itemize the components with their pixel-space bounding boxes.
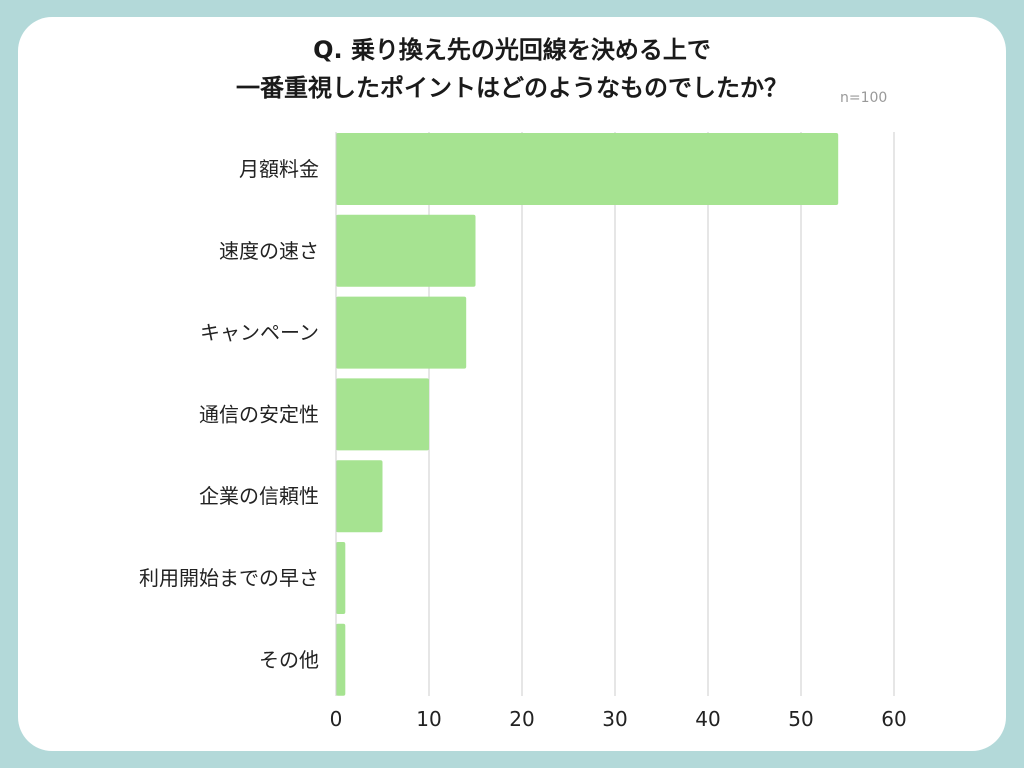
bar-1	[336, 133, 839, 205]
bar-6	[336, 542, 346, 614]
category-label-2: 速度の速さ	[219, 239, 319, 263]
bar-5	[336, 460, 383, 533]
x-tick-label-30: 30	[602, 707, 627, 731]
x-tick-label-40: 40	[695, 707, 720, 731]
x-tick-label-50: 50	[788, 707, 813, 731]
x-tick-label-60: 60	[881, 707, 906, 731]
category-label-5: 企業の信頼性	[199, 484, 319, 508]
category-label-6: 利用開始までの早さ	[139, 566, 319, 590]
x-tick-label-0: 0	[330, 707, 343, 731]
chart-title: Q. 乗り換え先の光回線を決める上で 一番重視したポイントはどのようなものでした…	[0, 31, 1024, 107]
category-label-1: 月額料金	[239, 157, 319, 181]
chart-title-line-1: Q. 乗り換え先の光回線を決める上で	[313, 36, 711, 64]
sample-size-note: n=100	[840, 90, 888, 106]
bar-3	[336, 296, 467, 369]
bar-4	[336, 378, 429, 451]
category-label-7: その他	[259, 648, 319, 672]
chart-title-line-2: 一番重視したポイントはどのようなものでしたか？	[236, 74, 788, 102]
category-label-3: キャンペーン	[200, 321, 319, 345]
x-tick-label-10: 10	[416, 707, 441, 731]
x-tick-label-20: 20	[509, 707, 534, 731]
bar-2	[336, 214, 476, 287]
bar-7	[336, 623, 346, 696]
category-label-4: 通信の安定性	[199, 402, 319, 426]
